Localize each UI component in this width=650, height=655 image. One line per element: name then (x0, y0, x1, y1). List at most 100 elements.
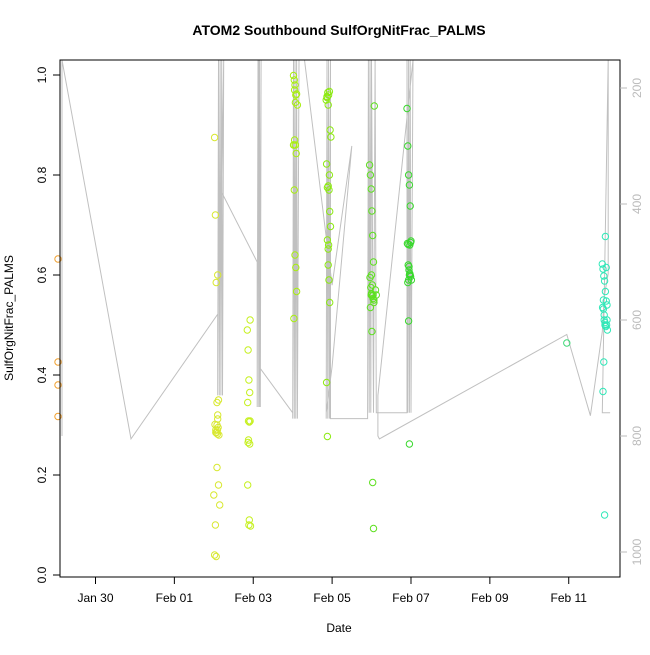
data-point (216, 501, 224, 509)
y2-tick-label: 1000 (630, 538, 644, 565)
data-point (405, 266, 413, 274)
y2-tick-label: 600 (630, 310, 644, 330)
data-point (370, 102, 378, 110)
data-point (372, 291, 380, 299)
data-point (244, 346, 252, 354)
x-tick-label: Feb 05 (313, 591, 351, 605)
data-point (324, 245, 332, 253)
data-point (369, 231, 377, 240)
data-point (290, 314, 298, 323)
x-tick-label: Feb 07 (392, 591, 430, 605)
data-point (246, 388, 254, 397)
data-point (600, 272, 608, 280)
data-point (210, 491, 218, 499)
y-tick-label: 1.0 (35, 66, 49, 83)
y2-tick-label: 400 (630, 194, 644, 214)
data-point (245, 521, 253, 529)
data-point (326, 126, 334, 134)
data-point (322, 160, 331, 168)
plot-frame (59, 59, 621, 578)
data-point (404, 317, 413, 325)
data-point (213, 426, 222, 434)
data-point (214, 271, 222, 279)
data-point (324, 91, 333, 99)
data-point (324, 241, 333, 249)
data-point (245, 418, 254, 426)
data-point (292, 263, 300, 272)
data-point (326, 222, 335, 231)
data-point (244, 438, 252, 447)
data-point (327, 133, 335, 141)
data-point (291, 251, 299, 259)
data-point (54, 358, 62, 366)
y2-tick-label: 800 (630, 426, 644, 446)
data-point (293, 101, 302, 109)
data-point (214, 481, 223, 489)
data-point (292, 287, 301, 296)
data-point (369, 524, 378, 533)
y-tick-label: 0.4 (35, 366, 49, 383)
data-point (601, 318, 609, 327)
data-point (403, 104, 411, 113)
y-tick-label: 0.2 (35, 466, 49, 483)
y-tick-label: 0.8 (35, 166, 49, 183)
data-point (599, 387, 607, 396)
x-tick-label: Feb 03 (235, 591, 273, 605)
data-point (599, 296, 608, 304)
data-point (325, 276, 333, 284)
data-point (54, 381, 62, 389)
data-point (291, 141, 300, 149)
x-tick-label: Feb 01 (156, 591, 194, 605)
pressure-trace-layer (61, 59, 611, 441)
data-point (563, 339, 571, 347)
data-point (290, 186, 298, 194)
data-point (600, 358, 608, 366)
data-point (54, 412, 62, 421)
data-point (369, 478, 377, 487)
data-point (291, 81, 299, 89)
data-point (292, 91, 300, 99)
data-point (244, 398, 252, 407)
x-tick-label: Feb 09 (471, 591, 509, 605)
data-point (405, 181, 414, 189)
data-point (326, 207, 334, 216)
data-point (371, 286, 380, 294)
data-point (322, 378, 331, 387)
y-tick-label: 0.0 (35, 566, 49, 583)
data-point (214, 411, 222, 419)
data-point (325, 171, 334, 179)
data-point (246, 522, 255, 530)
data-point (214, 396, 223, 404)
y-axis-label: SulfOrgNitFrac_PALMS (2, 255, 16, 381)
data-point (54, 255, 62, 263)
data-point (246, 440, 254, 448)
data-point (213, 463, 221, 472)
data-point (323, 92, 331, 101)
data-point (291, 98, 300, 107)
data-point (212, 552, 220, 561)
data-point (600, 277, 609, 285)
data-point (324, 261, 332, 269)
x-tick-label: Jan 30 (77, 591, 113, 605)
data-point (212, 278, 220, 287)
data-point (292, 90, 301, 98)
data-point (244, 481, 252, 489)
data-point (211, 211, 220, 219)
data-point (404, 276, 413, 284)
pressure-trace-line (61, 59, 611, 441)
data-point (366, 171, 375, 179)
data-point (324, 182, 332, 190)
data-point (404, 171, 413, 179)
data-point (244, 436, 253, 444)
data-point (290, 86, 299, 94)
data-point (367, 185, 375, 193)
data-point (290, 136, 299, 144)
data-point (365, 161, 374, 169)
data-point (600, 511, 609, 519)
data-point (602, 263, 610, 272)
data-point (603, 326, 612, 334)
data-point (369, 258, 378, 266)
data-point (289, 71, 298, 80)
